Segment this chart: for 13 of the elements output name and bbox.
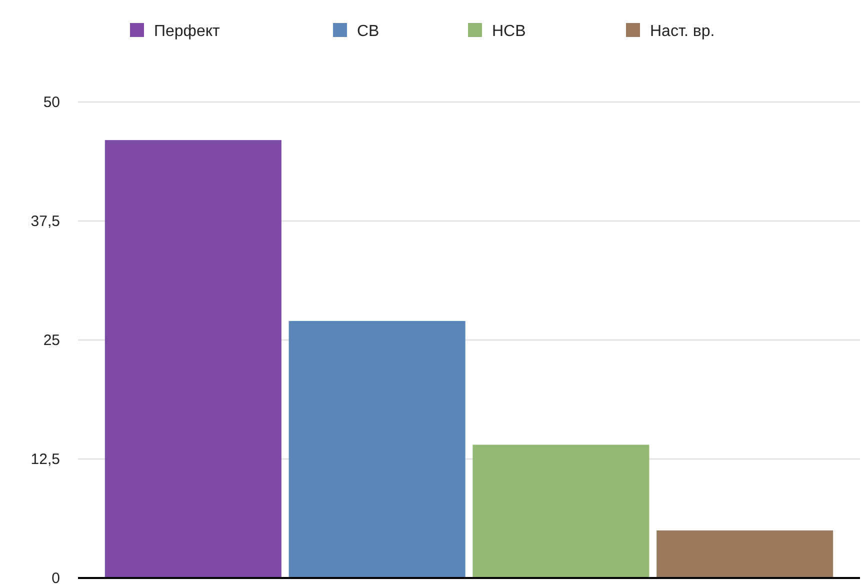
y-tick-label: 12,5 (30, 450, 60, 468)
bar (656, 530, 834, 578)
bar (288, 320, 466, 578)
legend-label: Наст. вр. (650, 23, 715, 40)
bar (472, 444, 650, 578)
y-tick-label: 50 (43, 94, 60, 111)
legend-label: СВ (357, 23, 380, 40)
y-tick-label: 25 (43, 332, 60, 349)
legend-label: НСВ (492, 23, 526, 40)
y-tick-label: 37,5 (30, 212, 60, 230)
legend-label: Перфект (154, 23, 221, 40)
y-tick-label: 0 (52, 570, 60, 586)
bar (104, 140, 282, 578)
